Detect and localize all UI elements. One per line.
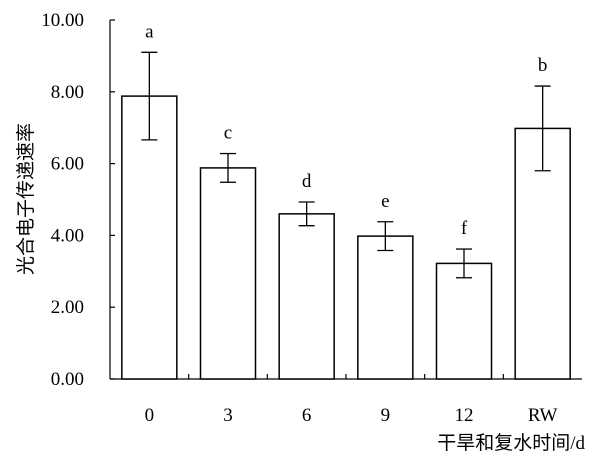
- significance-labels: a c d e f b: [145, 21, 547, 239]
- significance-label: c: [224, 123, 232, 144]
- error-bar-6: [298, 201, 315, 227]
- bars: [121, 95, 571, 380]
- y-tick-label: 4.00: [51, 225, 84, 246]
- x-tick-label: 12: [455, 405, 474, 426]
- bar-0: [121, 95, 178, 380]
- x-tick-label: 3: [223, 405, 233, 426]
- x-axis-label: 干旱和复水时间/d: [437, 432, 585, 454]
- x-tick-label: 9: [381, 405, 391, 426]
- x-tick-label: 6: [302, 405, 312, 426]
- bar-3: [199, 167, 257, 380]
- y-axis-label: 光合电子传递速率: [15, 123, 37, 275]
- significance-label: b: [538, 55, 548, 76]
- error-bar-RW: [534, 85, 551, 172]
- error-bar-12: [456, 248, 472, 279]
- bar-9: [357, 235, 414, 380]
- axes: [109, 19, 582, 380]
- error-bar-9: [377, 221, 394, 252]
- significance-label: f: [461, 218, 468, 239]
- y-tick-label: 6.00: [51, 154, 84, 175]
- bar-6: [278, 213, 335, 380]
- error-bar-3: [220, 152, 236, 183]
- error-bars: [141, 51, 551, 279]
- y-tick-label: 0.00: [51, 369, 84, 390]
- y-tick-label: 8.00: [51, 82, 84, 103]
- y-tick-label: 10.00: [41, 10, 84, 31]
- x-tick-label: RW: [528, 405, 558, 426]
- significance-label: d: [302, 171, 312, 192]
- y-tick-labels: 0.00 2.00 4.00 6.00 8.00 10.00: [41, 10, 84, 390]
- x-tick-label: 0: [145, 405, 155, 426]
- bar-12: [435, 262, 493, 380]
- significance-label: a: [145, 21, 154, 42]
- significance-label: e: [381, 191, 389, 212]
- y-tick-label: 2.00: [51, 297, 84, 318]
- x-tick-labels: 0 3 6 9 12 RW: [145, 405, 558, 426]
- bar-RW: [514, 127, 571, 380]
- error-bar-0: [141, 51, 158, 141]
